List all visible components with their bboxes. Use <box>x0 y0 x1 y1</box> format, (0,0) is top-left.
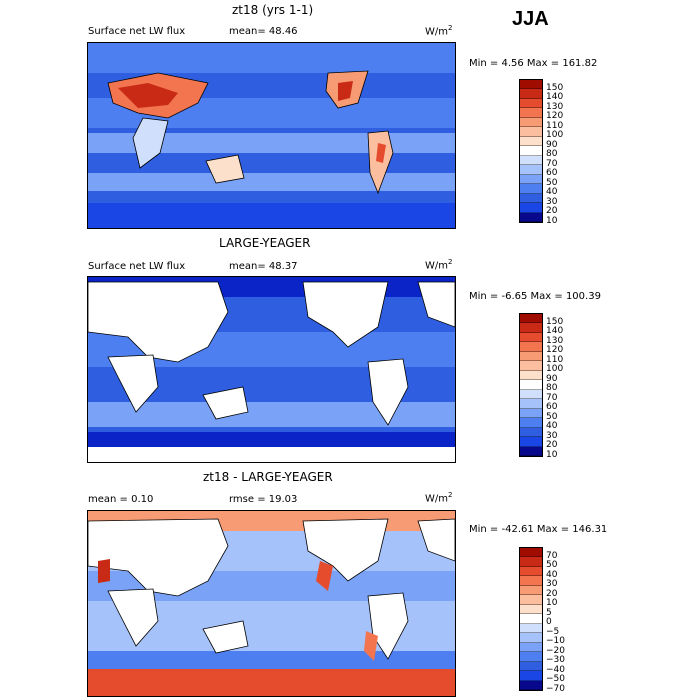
panel3-rmse: rmse = 19.03 <box>229 494 298 505</box>
colorbar-tick-label: 80 <box>546 149 558 160</box>
colorbar-tick-label: 20 <box>546 588 558 599</box>
colorbar-tick-label: −30 <box>546 655 565 666</box>
panel2-units: W/m2 <box>425 258 453 272</box>
colorbar-tick-label: 110 <box>546 120 564 131</box>
colorbar-tick-label: −10 <box>546 636 565 647</box>
colorbar-tick-label: 10 <box>546 215 558 226</box>
colorbar-tick-label: 50 <box>546 411 558 422</box>
panel2-minmax: Min = -6.65 Max = 100.39 <box>469 291 601 302</box>
colorbar-tick-label: 0 <box>546 617 552 628</box>
colorbar-tick-label: 60 <box>546 168 558 179</box>
colorbar-tick-label: 150 <box>546 83 564 93</box>
colorbar-tick-label: 100 <box>546 130 564 141</box>
colorbar-tick-label: −70 <box>546 683 565 694</box>
panel1-units: W/m2 <box>425 24 453 38</box>
colorbar-tick-label: 20 <box>546 440 558 451</box>
colorbar-tick-label: 30 <box>546 430 558 441</box>
colorbar-tick-label: −20 <box>546 645 565 656</box>
colorbar-tick-label: 130 <box>546 335 564 346</box>
colorbar-tick-label: −50 <box>546 674 565 685</box>
colorbar-tick-label: −5 <box>546 626 560 637</box>
panel3-map <box>87 510 456 697</box>
panel2-field-label: Surface net LW flux <box>88 261 186 272</box>
colorbar-tick-label: 20 <box>546 206 558 217</box>
colorbar-tick-label: 30 <box>546 579 558 590</box>
panel1-title: zt18 (yrs 1-1) <box>232 3 314 17</box>
colorbar-tick-label: 50 <box>546 177 558 188</box>
colorbar-tick-label: 70 <box>546 392 558 403</box>
panel3-minmax: Min = -42.61 Max = 146.31 <box>469 524 608 535</box>
panel1-map <box>87 42 456 229</box>
panel3-colorbar <box>519 547 543 691</box>
colorbar-tick-label: 10 <box>546 598 558 609</box>
colorbar-tick-label: 140 <box>546 326 564 337</box>
panel3-mean: mean = 0.10 <box>88 494 154 505</box>
colorbar-tick-label: 90 <box>546 139 558 150</box>
panel1-map-svg <box>88 43 455 228</box>
colorbar-tick-label: 90 <box>546 373 558 384</box>
colorbar-tick-label: 120 <box>546 111 564 122</box>
colorbar-tick-label: 70 <box>546 158 558 169</box>
panel3-units: W/m2 <box>425 491 453 505</box>
colorbar-tick-label: 100 <box>546 364 564 375</box>
colorbar-tick-label: 10 <box>546 449 558 460</box>
panel1-mean: mean= 48.46 <box>229 26 298 37</box>
panel2-map-svg <box>88 277 455 462</box>
colorbar-tick-label: 5 <box>546 607 552 618</box>
panel1-minmax: Min = 4.56 Max = 161.82 <box>469 58 598 69</box>
panel2-mean: mean= 48.37 <box>229 261 298 272</box>
colorbar-tick-label: 40 <box>546 569 558 580</box>
panel2-map <box>87 276 456 463</box>
colorbar-tick-label: 110 <box>546 354 564 365</box>
season-label: JJA <box>512 8 549 30</box>
colorbar-tick-label: 150 <box>546 317 564 327</box>
panel2-colorbar <box>519 313 543 457</box>
panel1-field-label: Surface net LW flux <box>88 26 186 37</box>
colorbar-tick-label: 40 <box>546 187 558 198</box>
colorbar-tick-label: 50 <box>546 560 558 571</box>
panel1-colorbar <box>519 79 543 223</box>
colorbar-tick-label: 30 <box>546 196 558 207</box>
colorbar-tick-label: 120 <box>546 345 564 356</box>
panel3-map-svg <box>88 511 455 696</box>
colorbar-tick-label: −40 <box>546 664 565 675</box>
panel2-title: LARGE-YEAGER <box>219 236 311 250</box>
colorbar-tick-label: 40 <box>546 421 558 432</box>
panel3-title: zt18 - LARGE-YEAGER <box>203 470 333 484</box>
colorbar-tick-label: 70 <box>546 551 558 561</box>
colorbar-tick-label: 140 <box>546 92 564 103</box>
colorbar-tick-label: 130 <box>546 101 564 112</box>
colorbar-tick-label: 80 <box>546 383 558 394</box>
colorbar-tick-label: 60 <box>546 402 558 413</box>
